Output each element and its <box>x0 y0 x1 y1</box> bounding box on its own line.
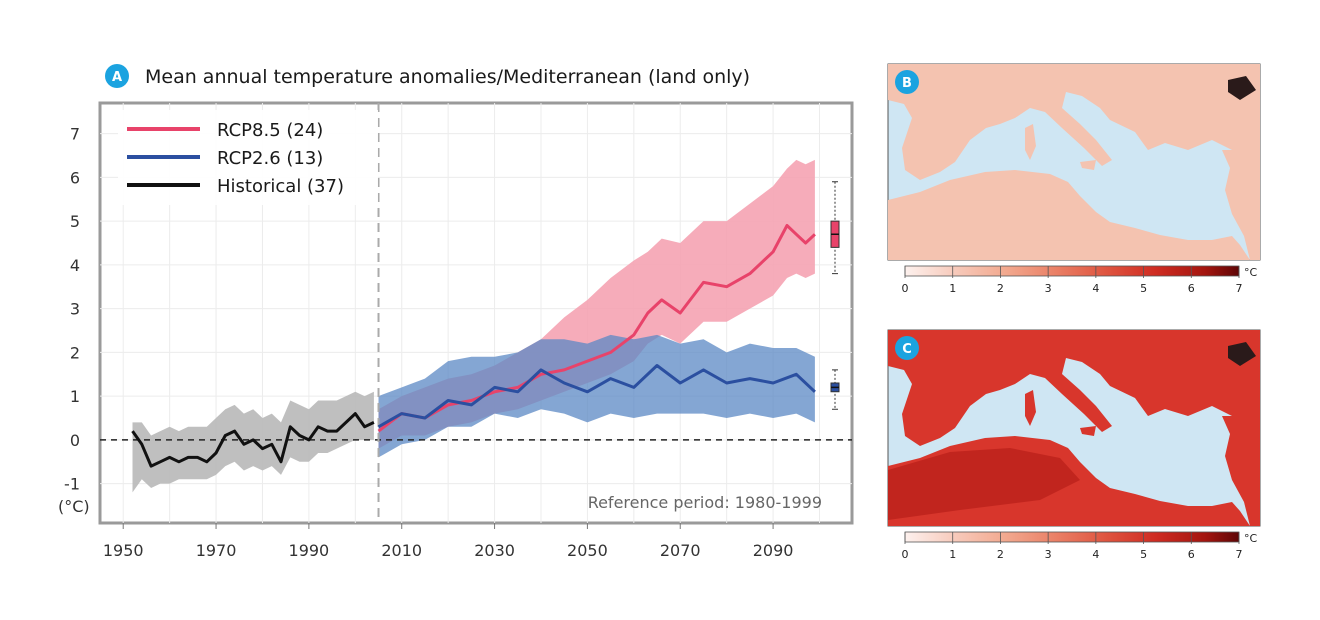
colorbar-tick-label: 4 <box>1092 282 1099 295</box>
colorbar-c-gradient <box>904 531 1240 543</box>
colorbar-tick-label: 1 <box>949 282 956 295</box>
legend: RCP8.5 (24) RCP2.6 (13) Historical (37) <box>118 110 378 205</box>
uncertainty-bands <box>132 159 815 493</box>
panel-c-colorbar: 0 1 2 3 4 5 6 7°C <box>902 531 1258 561</box>
y-tick-label: 0 <box>70 431 80 450</box>
colorbar-tick-label: 1 <box>949 548 956 561</box>
x-tick-label: 2010 <box>381 541 422 560</box>
x-tick-label: 2030 <box>474 541 515 560</box>
x-tick-label: 1950 <box>103 541 144 560</box>
colorbar-tick-label: 2 <box>997 548 1004 561</box>
end-boxplots <box>830 181 840 410</box>
colorbar-tick-label: 7 <box>1236 282 1243 295</box>
panel-b-badge <box>895 70 919 94</box>
legend-label-historical: Historical (37) <box>217 176 344 197</box>
y-tick-label: 6 <box>70 168 80 187</box>
x-tick-label: 2090 <box>753 541 794 560</box>
colorbar-tick-label: 5 <box>1140 282 1147 295</box>
line-rcp26 <box>377 364 816 429</box>
band-rcp26 <box>378 334 815 458</box>
colorbar-b-gradient <box>904 265 1240 277</box>
legend-label-rcp85: RCP8.5 (24) <box>217 120 323 141</box>
colorbar-unit: °C <box>1244 532 1258 545</box>
panel-c-badge-label: C <box>902 342 912 357</box>
colorbar-tick-label: 3 <box>1045 548 1052 561</box>
legend-label-rcp26: RCP2.6 (13) <box>217 148 323 169</box>
colorbar-tick-label: 6 <box>1188 548 1195 561</box>
panel-a-header: A Mean annual temperature anomalies/Medi… <box>105 64 750 88</box>
x-tick-label: 1970 <box>196 541 237 560</box>
panel-c-dark-patch <box>1228 342 1256 366</box>
x-tick-label: 2070 <box>660 541 701 560</box>
axis-ticks: -1 0 1 2 3 4 5 6 7 1950 1970 1990 2010 2030 2050 2070 20… <box>64 125 793 560</box>
y-tick-label: 4 <box>70 256 80 275</box>
y-tick-label: 7 <box>70 125 80 144</box>
panel-c-badge <box>895 336 919 360</box>
panel-b-map: B <box>887 63 1261 261</box>
panel-b-dark-patch <box>1228 76 1256 100</box>
panel-b-badge-label: B <box>902 76 912 91</box>
panel-a-title: Mean annual temperature anomalies/Medite… <box>145 66 750 88</box>
colorbar-tick-label: 3 <box>1045 282 1052 295</box>
y-unit-label: (°C) <box>58 497 90 516</box>
panel-a-badge-label: A <box>112 70 122 85</box>
x-tick-label: 1990 <box>289 541 330 560</box>
y-tick-label: -1 <box>64 475 80 494</box>
colorbar-tick-label: 0 <box>902 282 909 295</box>
y-tick-label: 2 <box>70 343 80 362</box>
panel-b-land <box>888 64 1260 260</box>
reference-lines <box>100 103 852 523</box>
colorbar-tick-label: 0 <box>902 548 909 561</box>
colorbar-tick-label: 4 <box>1092 548 1099 561</box>
colorbar-unit: °C <box>1244 266 1258 279</box>
colorbar-tick-label: 5 <box>1140 548 1147 561</box>
band-historical <box>132 391 374 493</box>
x-tick-label: 2050 <box>567 541 608 560</box>
colorbar-tick-label: 2 <box>997 282 1004 295</box>
reference-period-note: Reference period: 1980-1999 <box>588 493 822 512</box>
panel-a-badge <box>105 64 129 88</box>
series-lines <box>131 224 816 468</box>
y-tick-label: 3 <box>70 300 80 319</box>
panel-b-colorbar: 0 1 2 3 4 5 6 7°C <box>902 265 1258 295</box>
panel-c-map: C <box>887 329 1261 527</box>
y-tick-label: 1 <box>70 387 80 406</box>
line-historical <box>131 412 375 468</box>
panel-c-hot-region <box>888 448 1080 520</box>
y-tick-label: 5 <box>70 212 80 231</box>
colorbar-tick-label: 6 <box>1188 282 1195 295</box>
colorbar-tick-label: 7 <box>1236 548 1243 561</box>
